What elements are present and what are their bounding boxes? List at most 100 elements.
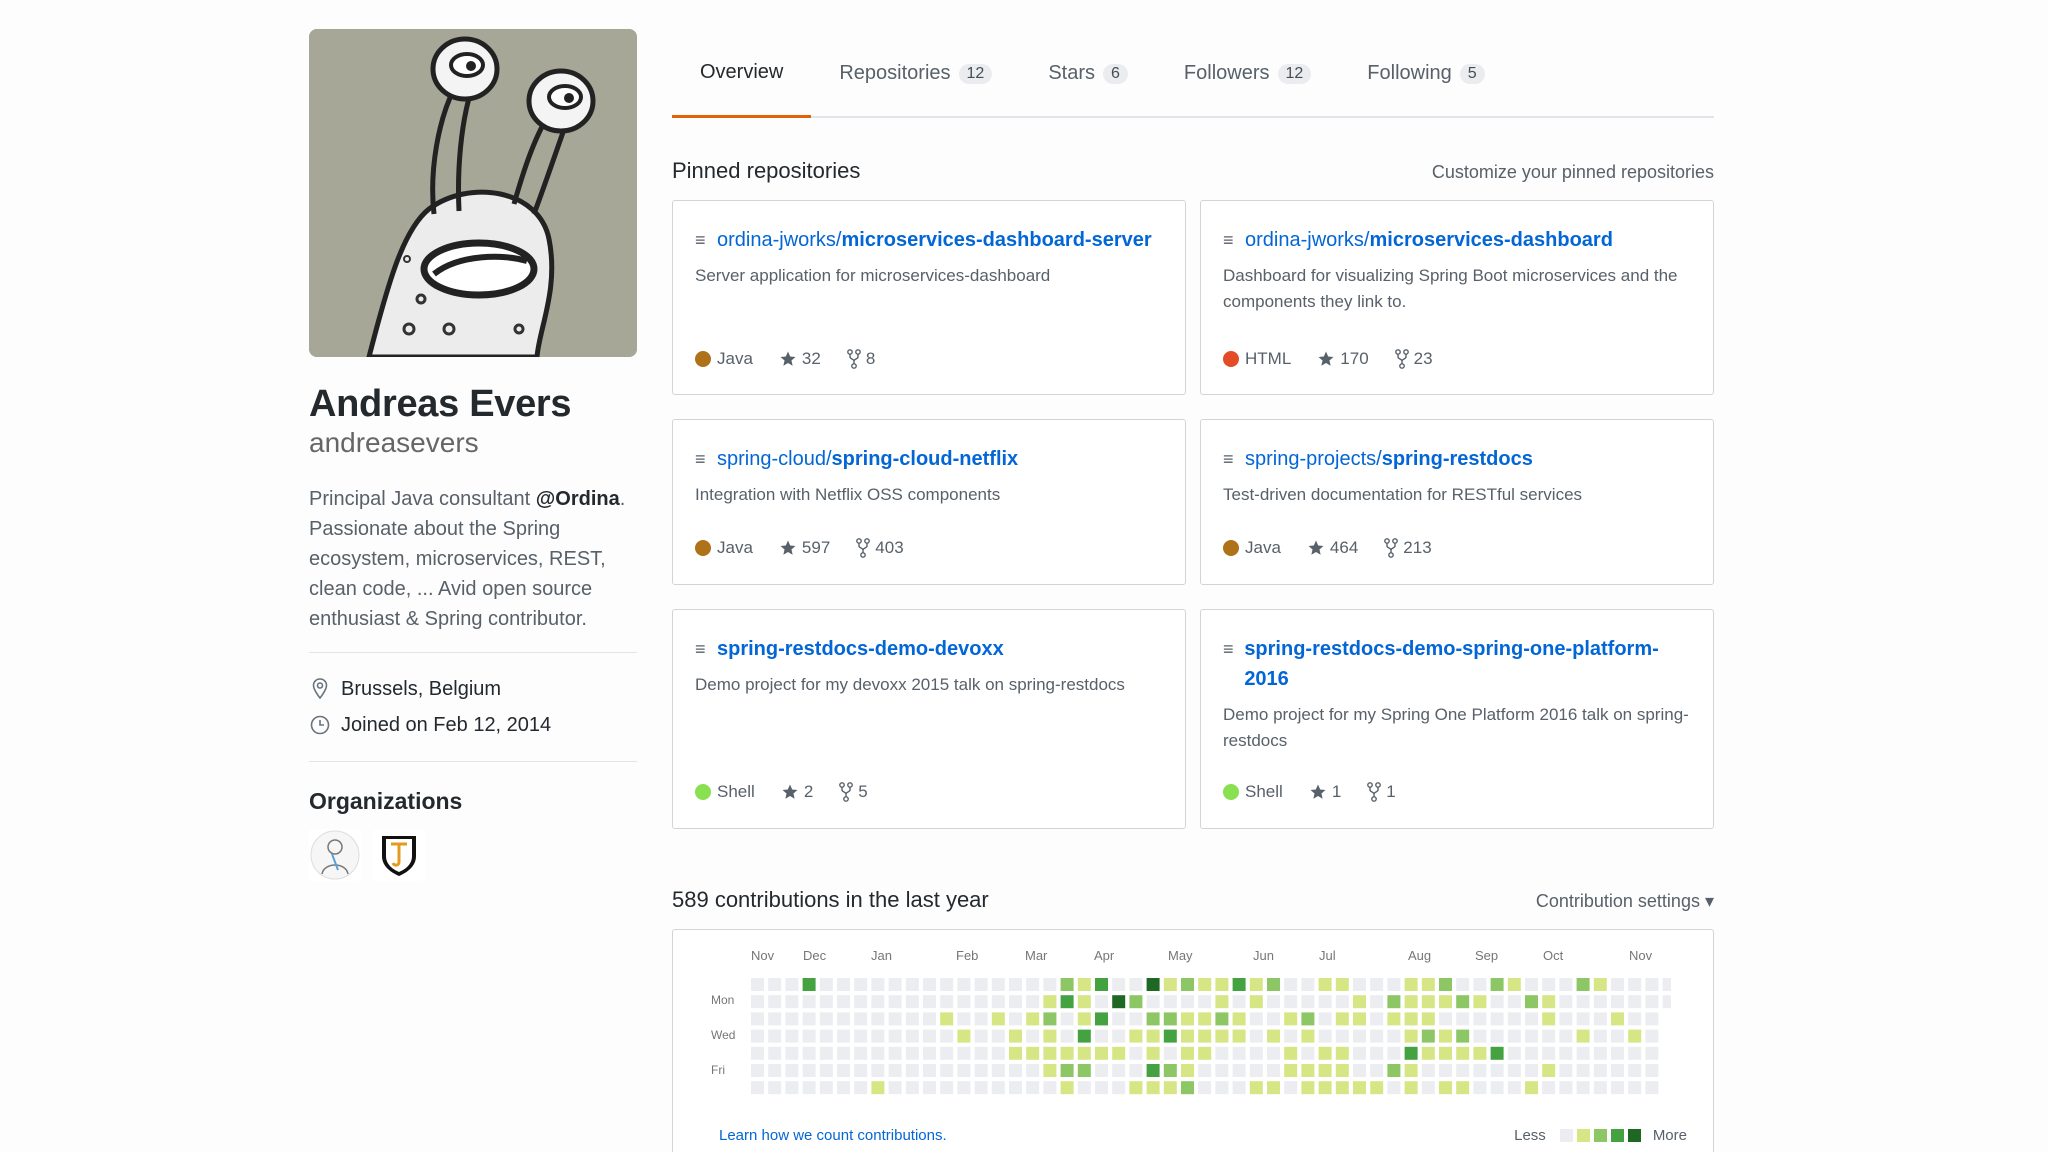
contribution-day-cell[interactable] bbox=[1026, 1012, 1040, 1026]
contribution-day-cell[interactable] bbox=[1439, 1029, 1452, 1043]
contribution-day-cell[interactable] bbox=[768, 1012, 782, 1026]
contribution-day-cell[interactable] bbox=[751, 1046, 764, 1060]
repo-link[interactable]: spring-restdocs-demo-devoxx bbox=[717, 634, 1004, 664]
contribution-day-cell[interactable] bbox=[940, 1064, 954, 1077]
contribution-day-cell[interactable] bbox=[974, 1081, 988, 1095]
contribution-day-cell[interactable] bbox=[1215, 1081, 1229, 1095]
contribution-day-cell[interactable] bbox=[1456, 1012, 1470, 1026]
repo-link[interactable]: spring-projects/spring-restdocs bbox=[1245, 444, 1533, 474]
contribution-day-cell[interactable] bbox=[1043, 1012, 1057, 1026]
contribution-day-cell[interactable] bbox=[1009, 1012, 1022, 1026]
contribution-day-cell[interactable] bbox=[1662, 978, 1671, 991]
contribution-day-cell[interactable] bbox=[751, 1029, 764, 1043]
contribution-day-cell[interactable] bbox=[1645, 995, 1659, 1009]
contribution-day-cell[interactable] bbox=[1301, 1064, 1315, 1077]
contribution-day-cell[interactable] bbox=[1077, 1046, 1091, 1060]
contribution-day-cell[interactable] bbox=[751, 978, 764, 991]
contribution-day-cell[interactable] bbox=[1353, 1029, 1366, 1043]
contribution-day-cell[interactable] bbox=[888, 995, 902, 1009]
contribution-day-cell[interactable] bbox=[854, 1046, 868, 1060]
contribution-day-cell[interactable] bbox=[1267, 1081, 1280, 1095]
contribution-day-cell[interactable] bbox=[1439, 1081, 1452, 1095]
contribution-day-cell[interactable] bbox=[819, 978, 833, 991]
contribution-day-cell[interactable] bbox=[854, 1064, 868, 1077]
contribution-day-cell[interactable] bbox=[802, 1046, 816, 1060]
contribution-day-cell[interactable] bbox=[1421, 1029, 1435, 1043]
contribution-day-cell[interactable] bbox=[1335, 995, 1349, 1009]
contribution-day-cell[interactable] bbox=[1026, 1046, 1040, 1060]
contribution-day-cell[interactable] bbox=[1112, 1046, 1126, 1060]
contribution-day-cell[interactable] bbox=[940, 1081, 954, 1095]
contribution-day-cell[interactable] bbox=[1181, 995, 1194, 1009]
contribution-day-cell[interactable] bbox=[1645, 978, 1659, 991]
contribution-day-cell[interactable] bbox=[1645, 1081, 1659, 1095]
contribution-day-cell[interactable] bbox=[1129, 1012, 1143, 1026]
contribution-day-cell[interactable] bbox=[1507, 1046, 1521, 1060]
contribution-day-cell[interactable] bbox=[751, 1012, 764, 1026]
contribution-day-cell[interactable] bbox=[1593, 1046, 1607, 1060]
contribution-day-cell[interactable] bbox=[1456, 995, 1470, 1009]
contribution-day-cell[interactable] bbox=[905, 1012, 919, 1026]
contribution-day-cell[interactable] bbox=[1146, 978, 1160, 991]
contribution-day-cell[interactable] bbox=[974, 1064, 988, 1077]
repo-forks[interactable]: 23 bbox=[1394, 349, 1433, 369]
contribution-day-cell[interactable] bbox=[1490, 1029, 1504, 1043]
contribution-day-cell[interactable] bbox=[1043, 1064, 1057, 1077]
contribution-day-cell[interactable] bbox=[1525, 1029, 1538, 1043]
contribution-day-cell[interactable] bbox=[1060, 995, 1074, 1009]
contribution-day-cell[interactable] bbox=[1232, 1064, 1246, 1077]
contribution-day-cell[interactable] bbox=[1645, 1064, 1659, 1077]
contribution-day-cell[interactable] bbox=[1387, 978, 1401, 991]
contribution-day-cell[interactable] bbox=[1267, 978, 1280, 991]
contribution-day-cell[interactable] bbox=[785, 1064, 799, 1077]
contribution-day-cell[interactable] bbox=[1060, 1081, 1074, 1095]
contribution-day-cell[interactable] bbox=[1542, 995, 1556, 1009]
contribution-day-cell[interactable] bbox=[974, 1012, 988, 1026]
contribution-day-cell[interactable] bbox=[1267, 1046, 1280, 1060]
contribution-day-cell[interactable] bbox=[1421, 1012, 1435, 1026]
contribution-day-cell[interactable] bbox=[1628, 995, 1642, 1009]
contribution-day-cell[interactable] bbox=[923, 1012, 936, 1026]
contribution-day-cell[interactable] bbox=[1095, 1029, 1108, 1043]
contribution-day-cell[interactable] bbox=[1318, 1046, 1332, 1060]
contribution-day-cell[interactable] bbox=[1129, 1064, 1143, 1077]
contribution-day-cell[interactable] bbox=[1163, 995, 1177, 1009]
contribution-day-cell[interactable] bbox=[1318, 995, 1332, 1009]
contribution-day-cell[interactable] bbox=[1060, 1029, 1074, 1043]
contribution-day-cell[interactable] bbox=[1387, 1064, 1401, 1077]
contribution-day-cell[interactable] bbox=[1353, 1081, 1366, 1095]
contribution-day-cell[interactable] bbox=[1593, 978, 1607, 991]
contribution-day-cell[interactable] bbox=[905, 1081, 919, 1095]
contribution-day-cell[interactable] bbox=[1576, 978, 1590, 991]
contribution-day-cell[interactable] bbox=[923, 1029, 936, 1043]
contribution-day-cell[interactable] bbox=[1525, 1012, 1538, 1026]
contribution-day-cell[interactable] bbox=[888, 978, 902, 991]
contribution-day-cell[interactable] bbox=[1490, 1046, 1504, 1060]
contribution-day-cell[interactable] bbox=[1542, 1046, 1556, 1060]
repo-link[interactable]: spring-cloud/spring-cloud-netflix bbox=[717, 444, 1018, 474]
contribution-day-cell[interactable] bbox=[1026, 1064, 1040, 1077]
contribution-day-cell[interactable] bbox=[1525, 1064, 1538, 1077]
contribution-day-cell[interactable] bbox=[957, 1029, 971, 1043]
contribution-day-cell[interactable] bbox=[1026, 1081, 1040, 1095]
contribution-day-cell[interactable] bbox=[957, 1046, 971, 1060]
contribution-day-cell[interactable] bbox=[1353, 1012, 1366, 1026]
contribution-day-cell[interactable] bbox=[1077, 1064, 1091, 1077]
contribution-day-cell[interactable] bbox=[991, 978, 1005, 991]
contribution-day-cell[interactable] bbox=[1456, 1046, 1470, 1060]
contribution-day-cell[interactable] bbox=[974, 995, 988, 1009]
contribution-day-cell[interactable] bbox=[940, 1046, 954, 1060]
contribution-day-cell[interactable] bbox=[1404, 978, 1418, 991]
contribution-day-cell[interactable] bbox=[1628, 1029, 1642, 1043]
contribution-day-cell[interactable] bbox=[1129, 1046, 1143, 1060]
contribution-day-cell[interactable] bbox=[1576, 1012, 1590, 1026]
contribution-day-cell[interactable] bbox=[1249, 1012, 1263, 1026]
contribution-day-cell[interactable] bbox=[1060, 978, 1074, 991]
contribution-day-cell[interactable] bbox=[854, 978, 868, 991]
contribution-day-cell[interactable] bbox=[768, 1081, 782, 1095]
contribution-day-cell[interactable] bbox=[1129, 978, 1143, 991]
contribution-day-cell[interactable] bbox=[1077, 995, 1091, 1009]
contribution-day-cell[interactable] bbox=[1559, 1029, 1573, 1043]
contribution-day-cell[interactable] bbox=[905, 1064, 919, 1077]
repo-stars[interactable]: 597 bbox=[779, 538, 830, 558]
